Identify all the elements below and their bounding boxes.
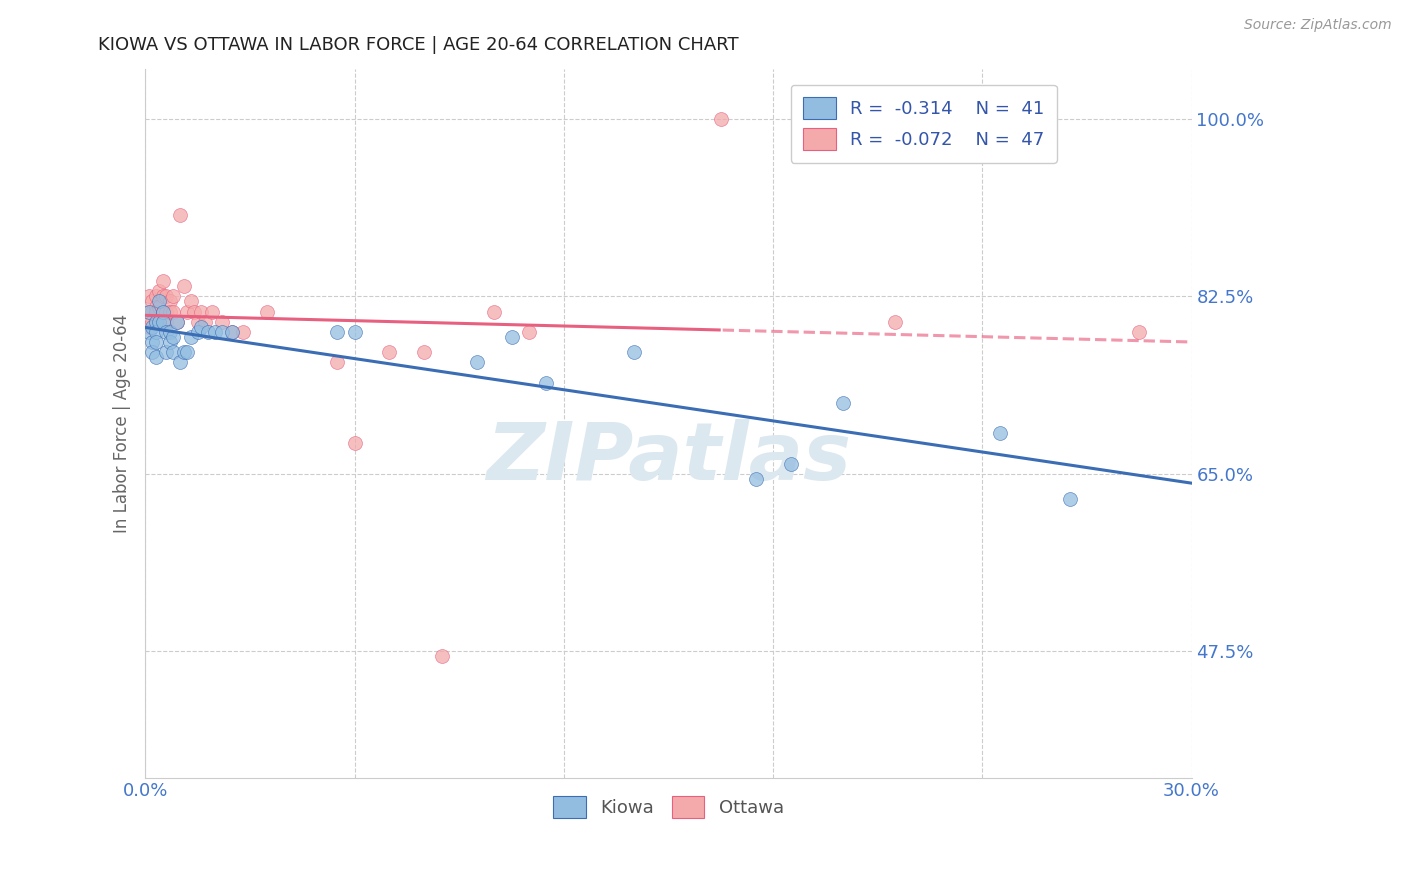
Point bbox=[197, 325, 219, 339]
Point bbox=[138, 325, 160, 339]
Point bbox=[141, 345, 163, 359]
Text: ZIPatlas: ZIPatlas bbox=[486, 419, 851, 498]
Point bbox=[145, 304, 167, 318]
Point bbox=[145, 315, 167, 329]
Point bbox=[482, 304, 505, 318]
Point bbox=[145, 350, 167, 364]
Point bbox=[148, 294, 170, 309]
Point bbox=[148, 315, 170, 329]
Point bbox=[159, 325, 181, 339]
Point bbox=[166, 315, 188, 329]
Point bbox=[343, 325, 366, 339]
Point bbox=[200, 304, 222, 318]
Point bbox=[138, 289, 160, 303]
Point bbox=[141, 304, 163, 318]
Point bbox=[221, 325, 243, 339]
Point bbox=[159, 334, 181, 349]
Point bbox=[169, 355, 191, 369]
Point bbox=[180, 330, 202, 344]
Point bbox=[211, 315, 233, 329]
Point bbox=[138, 319, 160, 334]
Point bbox=[326, 325, 349, 339]
Point bbox=[162, 330, 184, 344]
Point bbox=[173, 345, 195, 359]
Point bbox=[211, 325, 233, 339]
Point bbox=[162, 304, 184, 318]
Point bbox=[710, 112, 733, 127]
Point bbox=[326, 355, 349, 369]
Point bbox=[204, 325, 226, 339]
Point bbox=[145, 300, 167, 314]
Point bbox=[155, 289, 177, 303]
Point bbox=[138, 304, 160, 318]
Point bbox=[744, 472, 766, 486]
Point bbox=[152, 315, 174, 329]
Point bbox=[145, 315, 167, 329]
Point bbox=[190, 304, 212, 318]
Point bbox=[465, 355, 488, 369]
Point bbox=[831, 396, 853, 410]
Point bbox=[159, 294, 181, 309]
Point bbox=[221, 325, 243, 339]
Point bbox=[145, 334, 167, 349]
Point bbox=[256, 304, 278, 318]
Legend: Kiowa, Ottawa: Kiowa, Ottawa bbox=[546, 789, 792, 825]
Point bbox=[176, 345, 198, 359]
Point bbox=[232, 325, 254, 339]
Point bbox=[145, 325, 167, 339]
Point bbox=[155, 304, 177, 318]
Point bbox=[141, 315, 163, 329]
Point bbox=[194, 315, 217, 329]
Point bbox=[176, 304, 198, 318]
Point bbox=[152, 304, 174, 318]
Point bbox=[141, 319, 163, 334]
Text: Source: ZipAtlas.com: Source: ZipAtlas.com bbox=[1244, 18, 1392, 32]
Point bbox=[159, 304, 181, 318]
Point bbox=[779, 457, 801, 471]
Point bbox=[155, 345, 177, 359]
Point bbox=[413, 345, 436, 359]
Point bbox=[378, 345, 401, 359]
Point bbox=[169, 208, 191, 222]
Point bbox=[148, 315, 170, 329]
Point bbox=[152, 304, 174, 318]
Point bbox=[517, 325, 540, 339]
Point bbox=[155, 315, 177, 329]
Point bbox=[148, 300, 170, 314]
Point bbox=[1059, 491, 1081, 506]
Y-axis label: In Labor Force | Age 20-64: In Labor Force | Age 20-64 bbox=[114, 313, 131, 533]
Point bbox=[148, 285, 170, 299]
Text: KIOWA VS OTTAWA IN LABOR FORCE | AGE 20-64 CORRELATION CHART: KIOWA VS OTTAWA IN LABOR FORCE | AGE 20-… bbox=[98, 36, 740, 54]
Point bbox=[141, 334, 163, 349]
Point bbox=[430, 648, 453, 663]
Point bbox=[536, 376, 558, 390]
Point bbox=[141, 294, 163, 309]
Point bbox=[501, 330, 523, 344]
Point bbox=[1128, 325, 1150, 339]
Point bbox=[162, 289, 184, 303]
Point bbox=[138, 304, 160, 318]
Point bbox=[152, 289, 174, 303]
Point bbox=[166, 315, 188, 329]
Point bbox=[187, 315, 209, 329]
Point bbox=[183, 304, 205, 318]
Point bbox=[152, 274, 174, 288]
Point bbox=[884, 315, 907, 329]
Point bbox=[173, 279, 195, 293]
Point bbox=[988, 426, 1011, 441]
Point bbox=[162, 345, 184, 359]
Point bbox=[190, 319, 212, 334]
Point bbox=[187, 325, 209, 339]
Point bbox=[145, 289, 167, 303]
Point bbox=[343, 436, 366, 450]
Point bbox=[155, 325, 177, 339]
Point bbox=[623, 345, 645, 359]
Point bbox=[180, 294, 202, 309]
